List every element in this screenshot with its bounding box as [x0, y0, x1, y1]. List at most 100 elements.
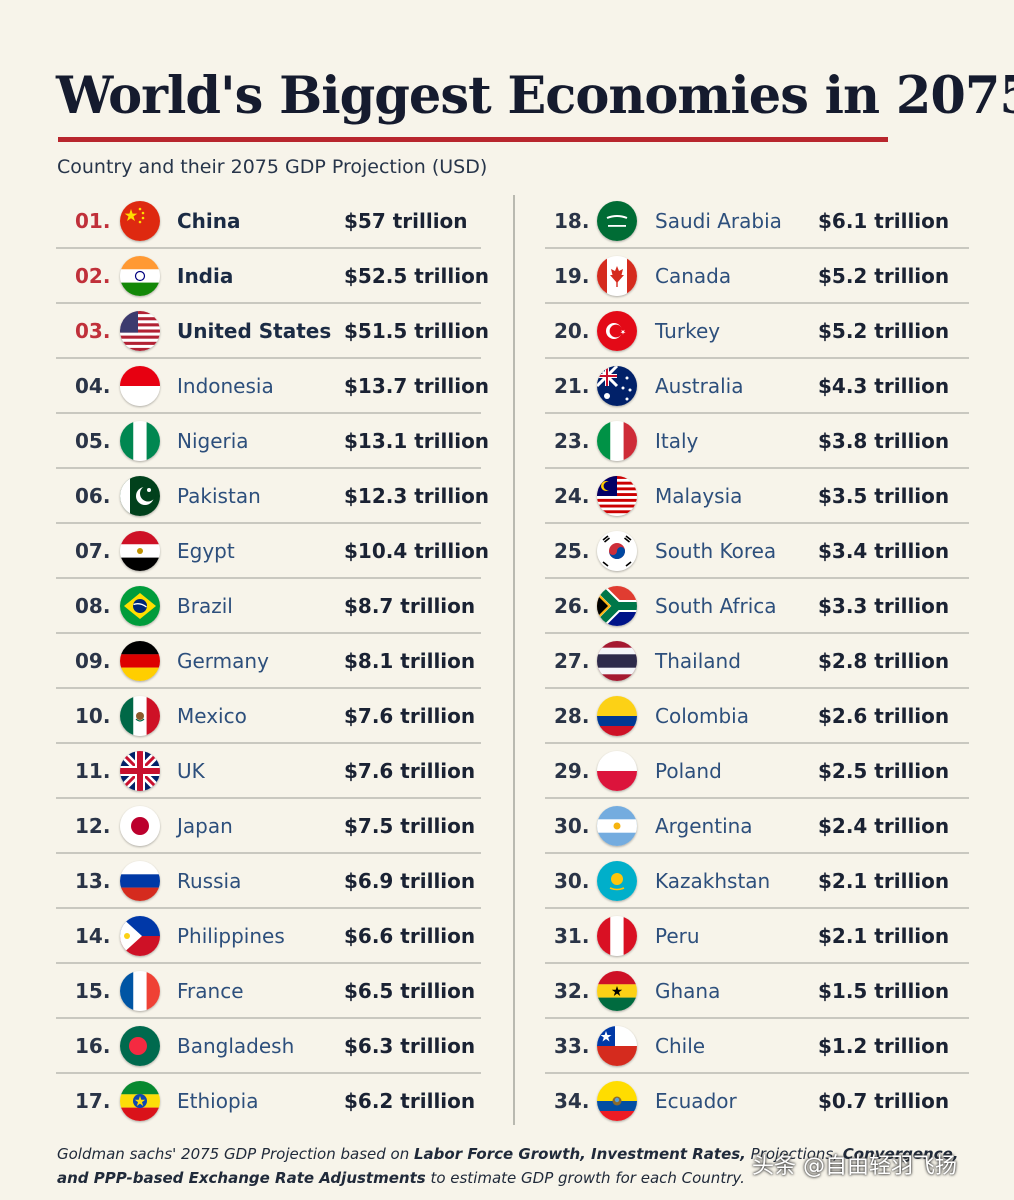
- rank-number: 09.: [75, 649, 111, 673]
- page-title: World's Biggest Economies in 2075: [56, 66, 1014, 126]
- watermark: 头条 @自由轻羽飞扬: [752, 1154, 957, 1179]
- footnote-text-1: Goldman sachs' 2075 GDP Projection based…: [57, 1145, 414, 1163]
- ranking-row: 07. Egypt $10.4 trillion: [56, 524, 489, 579]
- ranking-row: 14. Philippines $6.6 trillion: [56, 909, 481, 964]
- ranking-row: 03. United States $51.5 trillion: [56, 304, 489, 359]
- colombia-flag-icon: [597, 696, 637, 736]
- gdp-value: $6.2 trillion: [344, 1089, 476, 1113]
- ranking-row: 24. Malaysia $3.5 trillion: [545, 469, 969, 524]
- rank-number: 07.: [75, 539, 111, 563]
- ranking-row: 29. Poland $2.5 trillion: [545, 744, 969, 799]
- country-name: Argentina: [655, 814, 753, 838]
- country-name: Italy: [655, 429, 699, 453]
- country-name: China: [177, 209, 241, 233]
- ranking-list-left: 01. China $57 trillion 02. India $52.5 trilli…: [56, 194, 489, 1129]
- rank-number: 19.: [554, 264, 590, 288]
- page-subtitle: Country and their 2075 GDP Projection (U…: [57, 156, 488, 178]
- rank-number: 34.: [554, 1089, 590, 1113]
- rank-number: 04.: [75, 374, 111, 398]
- ranking-row: 31. Peru $2.1 trillion: [545, 909, 969, 964]
- ranking-row: 02. India $52.5 trillion: [56, 249, 489, 304]
- ranking-row: 25. South Korea $3.4 trillion: [545, 524, 969, 579]
- south-korea-flag-icon: [597, 531, 637, 571]
- country-name: Malaysia: [655, 484, 743, 508]
- footnote-text-2: Projections,: [745, 1145, 843, 1163]
- gdp-value: $7.6 trillion: [344, 704, 476, 728]
- ranking-row: 06. Pakistan $12.3 trillion: [56, 469, 489, 524]
- gdp-value: $2.8 trillion: [818, 649, 950, 673]
- gdp-value: $0.7 trillion: [818, 1089, 950, 1113]
- gdp-value: $3.3 trillion: [818, 594, 950, 618]
- rank-number: 31.: [554, 924, 590, 948]
- usa-flag-icon: [120, 311, 160, 351]
- gdp-value: $2.5 trillion: [818, 759, 950, 783]
- ranking-row: 04. Indonesia $13.7 trillion: [56, 359, 489, 414]
- country-name: Germany: [177, 649, 269, 673]
- country-name: Saudi Arabia: [655, 209, 782, 233]
- australia-flag-icon: [597, 366, 637, 406]
- argentina-flag-icon: [597, 806, 637, 846]
- canada-flag-icon: [597, 256, 637, 296]
- country-name: UK: [177, 759, 205, 783]
- rank-number: 32.: [554, 979, 590, 1003]
- rank-number: 02.: [75, 264, 111, 288]
- rank-number: 33.: [554, 1034, 590, 1058]
- ranking-row: 10. Mexico $7.6 trillion: [56, 689, 481, 744]
- gdp-value: $4.3 trillion: [818, 374, 950, 398]
- country-name: Bangladesh: [177, 1034, 295, 1058]
- country-name: Ethiopia: [177, 1089, 259, 1113]
- gdp-value: $6.1 trillion: [818, 209, 950, 233]
- rank-number: 20.: [554, 319, 590, 343]
- gdp-value: $2.1 trillion: [818, 924, 950, 948]
- ranking-row: 11. UK $7.6 trillion: [56, 744, 481, 799]
- gdp-value: $51.5 trillion: [344, 319, 490, 343]
- thailand-flag-icon: [597, 641, 637, 681]
- gdp-value: $3.8 trillion: [818, 429, 950, 453]
- rank-number: 15.: [75, 979, 111, 1003]
- gdp-value: $8.7 trillion: [344, 594, 476, 618]
- gdp-value: $6.5 trillion: [344, 979, 476, 1003]
- gdp-value: $8.1 trillion: [344, 649, 476, 673]
- france-flag-icon: [120, 971, 160, 1011]
- ranking-row: 20. Turkey $5.2 trillion: [545, 304, 969, 359]
- ghana-flag-icon: [597, 971, 637, 1011]
- country-name: Brazil: [177, 594, 233, 618]
- ranking-row: 17. Ethiopia $6.2 trillion: [56, 1074, 481, 1129]
- germany-flag-icon: [120, 641, 160, 681]
- gdp-value: $5.2 trillion: [818, 264, 950, 288]
- gdp-value: $1.2 trillion: [818, 1034, 950, 1058]
- gdp-value: $6.6 trillion: [344, 924, 476, 948]
- gdp-value: $3.4 trillion: [818, 539, 950, 563]
- rank-number: 26.: [554, 594, 590, 618]
- country-name: Thailand: [655, 649, 741, 673]
- mexico-flag-icon: [120, 696, 160, 736]
- country-name: Poland: [655, 759, 722, 783]
- rank-number: 11.: [75, 759, 111, 783]
- gdp-value: $2.1 trillion: [818, 869, 950, 893]
- china-flag-icon: [120, 201, 160, 241]
- gdp-value: $7.6 trillion: [344, 759, 476, 783]
- rank-number: 29.: [554, 759, 590, 783]
- gdp-value: $12.3 trillion: [344, 484, 490, 508]
- ranking-row: 13. Russia $6.9 trillion: [56, 854, 481, 909]
- gdp-value: $6.9 trillion: [344, 869, 476, 893]
- gdp-value: $3.5 trillion: [818, 484, 950, 508]
- rank-number: 08.: [75, 594, 111, 618]
- ranking-row: 01. China $57 trillion: [56, 194, 481, 249]
- ranking-row: 21. Australia $4.3 trillion: [545, 359, 969, 414]
- poland-flag-icon: [597, 751, 637, 791]
- kazakhstan-flag-icon: [597, 861, 637, 901]
- gdp-value: $1.5 trillion: [818, 979, 950, 1003]
- brazil-flag-icon: [120, 586, 160, 626]
- country-name: Indonesia: [177, 374, 274, 398]
- country-name: Kazakhstan: [655, 869, 771, 893]
- rank-number: 27.: [554, 649, 590, 673]
- saudi-arabia-flag-icon: [597, 201, 637, 241]
- rank-number: 25.: [554, 539, 590, 563]
- country-name: Ecuador: [655, 1089, 737, 1113]
- country-name: Canada: [655, 264, 732, 288]
- rank-number: 12.: [75, 814, 111, 838]
- ranking-row: 05. Nigeria $13.1 trillion: [56, 414, 489, 469]
- rank-number: 16.: [75, 1034, 111, 1058]
- rank-number: 10.: [75, 704, 111, 728]
